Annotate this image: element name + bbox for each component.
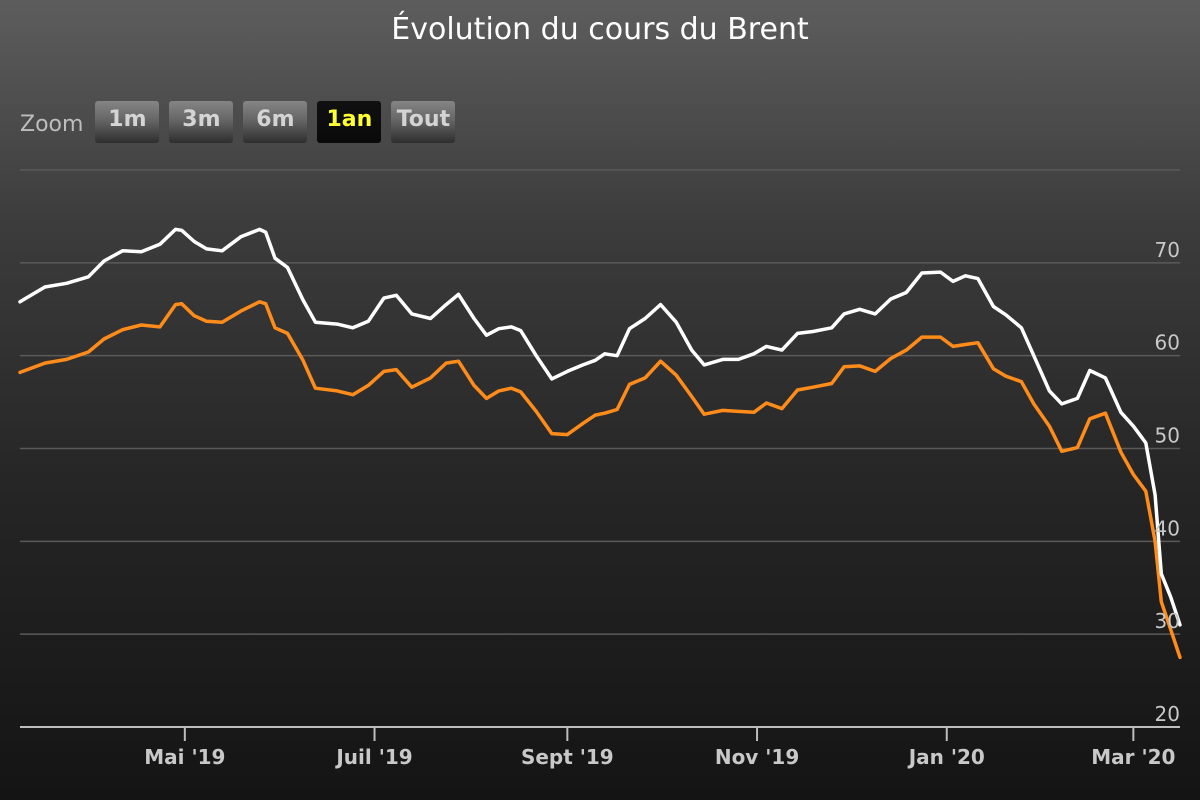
y-axis: 20 30 40 50 60 70 [1155,238,1180,726]
x-tick-label: Mai '19 [144,745,225,769]
series-line-orange [18,300,1182,660]
x-tick-label: Mar '20 [1091,745,1175,769]
zoom-1m-button[interactable]: 1m [95,101,160,143]
y-tick-label: 60 [1155,331,1180,355]
zoom-label: Zoom [20,111,84,137]
x-tick-label: Nov '19 [715,745,799,769]
zoom-selector: Zoom 1m 3m 6m 1an Tout [20,100,465,144]
zoom-6m-button[interactable]: 6m [243,101,308,143]
series-line-white [18,227,1182,627]
y-tick-label: 40 [1155,516,1180,540]
zoom-3m-button[interactable]: 3m [169,101,234,143]
zoom-1an-button[interactable]: 1an [317,101,382,143]
zoom-tout-button[interactable]: Tout [391,101,456,143]
y-tick-label: 50 [1155,424,1180,448]
x-tick-label: Jan '20 [907,745,985,769]
x-tick-label: Juil '19 [334,745,412,769]
chart-title: Évolution du cours du Brent [391,12,809,47]
x-tick-label: Sept '19 [521,745,614,769]
y-tick-label: 70 [1155,238,1180,262]
x-axis: Mai '19 Juil '19 Sept '19 Nov '19 Jan '20 Mar… [20,726,1180,769]
series-lines [18,227,1182,660]
y-tick-label: 30 [1155,609,1180,633]
y-tick-label: 20 [1155,702,1180,726]
